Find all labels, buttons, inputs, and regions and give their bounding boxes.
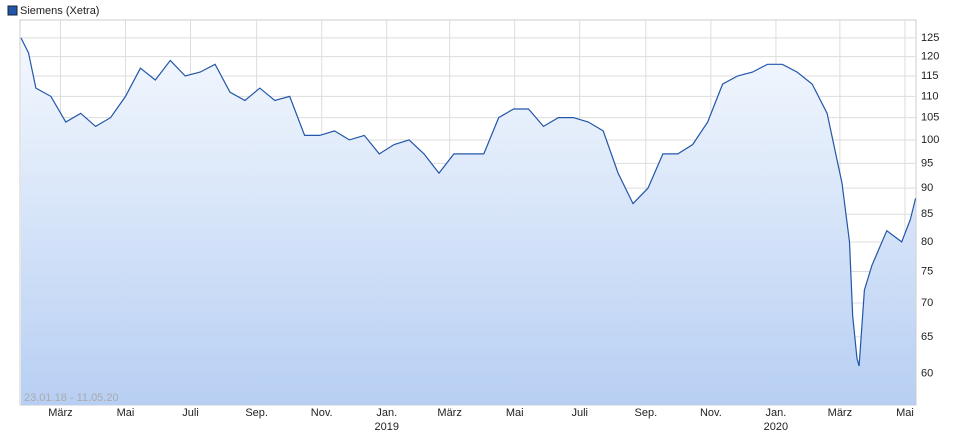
x-tick-label: Mai: [896, 407, 914, 419]
y-tick-label: 65: [921, 331, 933, 343]
x-tick-label: Nov.: [700, 407, 722, 419]
year-label: 2020: [764, 421, 788, 433]
price-line: [20, 37, 917, 367]
x-tick-label: Juli: [571, 407, 588, 419]
area: [21, 37, 916, 406]
y-tick-label: 125: [921, 32, 939, 44]
y-tick-label: 85: [921, 208, 933, 220]
date-range: 23.01.18 - 11.05.20: [24, 392, 119, 404]
x-tick-label: Mai: [506, 407, 524, 419]
x-tick-label: Sep.: [635, 407, 658, 419]
y-tick-label: 70: [921, 297, 933, 309]
x-tick-label: Juli: [182, 407, 199, 419]
x-tick-label: Nov.: [311, 407, 333, 419]
legend-swatch: [7, 5, 18, 16]
x-tick-label: Mai: [117, 407, 135, 419]
year-label: 2019: [374, 421, 398, 433]
y-tick-label: 80: [921, 236, 933, 248]
y-tick-label: 110: [921, 90, 939, 102]
x-tick-label: März: [828, 407, 852, 419]
y-tick-label: 105: [921, 112, 939, 124]
x-tick-label: März: [437, 407, 461, 419]
y-tick-label: 90: [921, 182, 933, 194]
y-tick-label: 75: [921, 265, 933, 277]
y-tick-label: 95: [921, 157, 933, 169]
y-tick-label: 60: [921, 367, 933, 379]
x-tick-label: Jan.: [376, 407, 397, 419]
x-tick-label: Sep.: [245, 407, 268, 419]
y-tick-label: 100: [921, 134, 939, 146]
x-tick-label: Jan.: [766, 407, 787, 419]
y-tick-label: 115: [921, 70, 939, 82]
y-tick-label: 120: [921, 50, 939, 62]
x-tick-label: März: [48, 407, 72, 419]
legend-label: Siemens (Xetra): [20, 5, 99, 17]
